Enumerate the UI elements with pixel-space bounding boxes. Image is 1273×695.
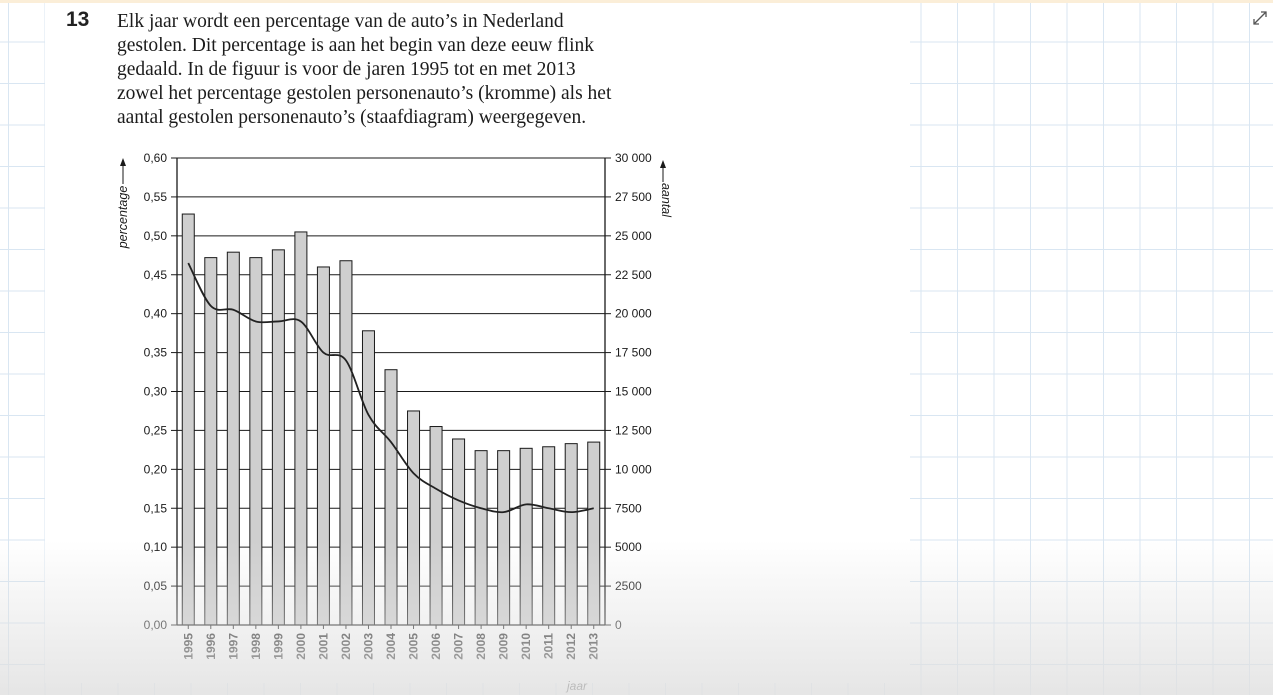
x-tick-label: 2011 xyxy=(542,633,556,659)
bar xyxy=(474,450,488,626)
x-tick-label: 2001 xyxy=(316,633,330,660)
x-tick-label: 2008 xyxy=(474,633,488,660)
bar xyxy=(294,231,308,626)
x-tick-label: 1997 xyxy=(226,633,240,660)
top-strip xyxy=(0,0,1273,3)
bar xyxy=(271,249,285,626)
question-line: aantal gestolen personenauto’s (staafdia… xyxy=(117,107,587,128)
question-line: gestolen. Dit percentage is aan het begi… xyxy=(117,35,595,56)
right-tick-label: 27 500 xyxy=(615,190,652,204)
bar xyxy=(361,330,375,626)
left-tick-label: 0,55 xyxy=(144,190,168,204)
x-tick-label: 2000 xyxy=(294,633,308,660)
left-axis-label: percentage xyxy=(116,186,130,250)
x-axis-label: jaar xyxy=(565,679,588,693)
left-tick-label: 0,60 xyxy=(144,151,168,165)
bar xyxy=(587,441,601,626)
right-tick-label: 10 000 xyxy=(615,462,652,476)
x-tick-label: 2007 xyxy=(452,633,466,660)
bar xyxy=(226,251,240,626)
right-tick-label: 17 500 xyxy=(615,346,652,360)
question-line: Elk jaar wordt een percentage van de aut… xyxy=(117,11,564,32)
bar xyxy=(204,257,218,626)
right-tick-label: 20 000 xyxy=(615,307,652,321)
x-tick-label: 1998 xyxy=(249,633,263,660)
bar xyxy=(249,257,263,626)
x-tick-label: 1999 xyxy=(271,633,285,660)
left-tick-label: 0,20 xyxy=(144,462,168,476)
left-tick-label: 0,25 xyxy=(144,423,168,437)
percentage-line xyxy=(187,262,594,514)
question-number: 13 xyxy=(66,8,90,31)
bar xyxy=(519,447,533,626)
expand-icon[interactable] xyxy=(1252,10,1268,26)
left-tick-label: 0,10 xyxy=(144,540,168,554)
right-axis-label: aantal xyxy=(659,183,673,218)
question-line: zowel het percentage gestolen personenau… xyxy=(117,83,612,104)
question-text: Elk jaar wordt een percentage van de aut… xyxy=(117,10,617,130)
x-tick-label: 1995 xyxy=(181,633,195,660)
right-tick-label: 22 500 xyxy=(615,268,652,282)
left-tick-label: 0,00 xyxy=(144,618,168,632)
x-tick-label: 2010 xyxy=(519,633,533,660)
right-tick-label: 0 xyxy=(615,618,622,632)
bar xyxy=(181,213,195,626)
left-tick-label: 0,50 xyxy=(144,229,168,243)
right-tick-label: 2500 xyxy=(615,579,642,593)
bar xyxy=(542,446,556,626)
right-tick-label: 7500 xyxy=(615,501,642,515)
right-axis-arrowhead xyxy=(660,160,666,168)
bar xyxy=(497,450,511,626)
right-tick-label: 25 000 xyxy=(615,229,652,243)
x-tick-label: 2012 xyxy=(564,633,578,660)
left-tick-label: 0,15 xyxy=(144,501,168,515)
x-tick-label: 2003 xyxy=(361,633,375,660)
right-tick-label: 30 000 xyxy=(615,151,652,165)
x-tick-label: 2013 xyxy=(587,633,601,660)
left-axis-arrowhead xyxy=(120,158,126,166)
x-tick-label: 2009 xyxy=(497,633,511,660)
left-tick-label: 0,40 xyxy=(144,307,168,321)
bar xyxy=(452,438,466,626)
x-tick-label: 2005 xyxy=(407,633,421,660)
x-tick-label: 2004 xyxy=(384,633,398,660)
right-tick-label: 5000 xyxy=(615,540,642,554)
left-tick-label: 0,35 xyxy=(144,346,168,360)
bar xyxy=(407,410,421,626)
right-tick-label: 12 500 xyxy=(615,423,652,437)
left-tick-label: 0,05 xyxy=(144,579,168,593)
bar xyxy=(564,443,578,626)
x-tick-label: 1996 xyxy=(204,633,218,660)
left-tick-label: 0,30 xyxy=(144,385,168,399)
bar xyxy=(429,426,443,626)
x-tick-label: 2006 xyxy=(429,633,443,660)
right-tick-label: 15 000 xyxy=(615,385,652,399)
left-tick-label: 0,45 xyxy=(144,268,168,282)
bar xyxy=(339,260,353,626)
bar xyxy=(384,369,398,626)
bar xyxy=(316,266,330,626)
x-tick-label: 2002 xyxy=(339,633,353,660)
question-line: gedaald. In de figuur is voor de jaren 1… xyxy=(117,59,576,80)
